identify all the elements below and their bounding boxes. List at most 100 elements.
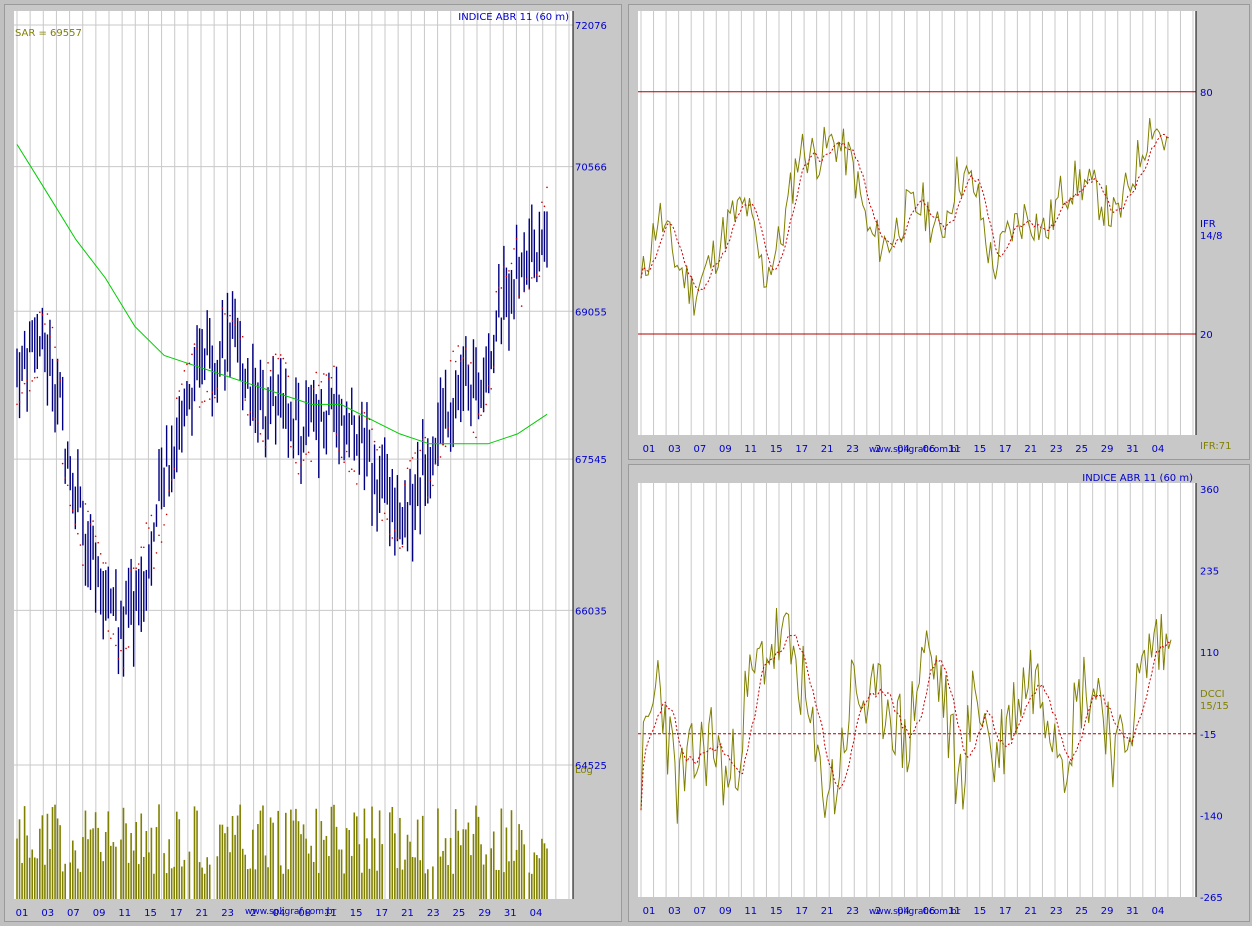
- dcci-title: INDICE ABR 11 (60 m): [1082, 473, 1193, 484]
- x-tick-label: 11: [948, 906, 961, 917]
- sar-dot: [449, 359, 452, 362]
- sar-dot: [434, 463, 437, 465]
- sar-dot: [178, 390, 181, 392]
- sar-dot: [520, 305, 523, 307]
- sar-dot: [366, 417, 368, 419]
- sar-dot: [287, 375, 290, 378]
- sar-dot: [203, 400, 206, 403]
- sar-dot: [82, 564, 84, 566]
- sar-dot: [373, 440, 376, 443]
- sar-dot: [224, 313, 226, 315]
- x-tick-label: 21: [1024, 906, 1037, 917]
- ifr-panel: 80 20 01 03 07 09 11 15 17 21 23 2 04 06 11 15 17 21 23 25…: [628, 4, 1250, 460]
- sar-dot: [343, 461, 345, 464]
- sar-dot: [345, 450, 348, 453]
- x-tick-label: 01: [16, 908, 29, 919]
- sar-dot: [297, 472, 300, 475]
- x-tick-label: 31: [1126, 444, 1139, 455]
- sar-dot: [115, 644, 117, 647]
- sar-dot: [513, 248, 515, 250]
- sar-dot: [399, 547, 401, 549]
- x-tick-label: 15: [973, 444, 986, 455]
- sar-dot: [148, 527, 150, 529]
- sar-dot: [371, 428, 373, 430]
- sar-dot: [290, 445, 292, 448]
- sar-dot: [409, 459, 411, 462]
- dcci-grid: [640, 483, 1194, 897]
- sar-dot: [16, 403, 18, 406]
- dcci-label: DCCI: [1200, 689, 1225, 700]
- sar-dot: [18, 401, 21, 403]
- sar-dot: [41, 314, 44, 316]
- sar-dot: [295, 461, 297, 464]
- sar-dot: [26, 379, 28, 382]
- x-tick-label: 2: [250, 908, 256, 919]
- sar-dot: [188, 362, 191, 365]
- y-tick-label: 70566: [575, 163, 607, 174]
- ifr-signal-line: [640, 133, 1170, 292]
- x-tick-label: 15: [770, 906, 783, 917]
- sar-dot: [102, 562, 105, 564]
- sar-dot: [137, 563, 140, 565]
- x-tick-label: 15: [770, 444, 783, 455]
- sar-dot: [234, 324, 236, 326]
- sar-dot: [125, 647, 127, 650]
- y-tick-label: 235: [1200, 567, 1219, 578]
- sar-dot: [54, 346, 56, 349]
- x-tick-label: 03: [41, 908, 54, 919]
- sar-dot: [472, 431, 475, 434]
- sar-dot: [335, 433, 338, 435]
- y-tick-label: 69055: [575, 307, 607, 318]
- x-tick-label: 04: [1152, 444, 1165, 455]
- x-tick-label: 11: [744, 444, 757, 455]
- x-tick-label: 04: [897, 444, 910, 455]
- x-tick-label: 17: [999, 444, 1012, 455]
- sar-dot: [120, 649, 122, 652]
- dcci-x-ticks: 01 03 07 09 11 15 17 21 23 2 04 06 11 15 17 21 23 25 29 31 0…: [643, 906, 1165, 917]
- watermark-dcci: www.spligraf.com.br: [869, 907, 961, 917]
- volume-bars: [16, 804, 548, 899]
- sar-dot: [206, 390, 208, 393]
- x-tick-label: 03: [668, 444, 681, 455]
- sar-dot: [77, 532, 79, 535]
- sar-dot: [437, 458, 439, 461]
- x-tick-label: 25: [1075, 906, 1088, 917]
- sar-dot: [272, 356, 274, 358]
- x-tick-label: 01: [643, 444, 656, 455]
- sar-dot: [110, 637, 112, 640]
- sar-dot: [454, 360, 457, 363]
- dcci-chart: 360 235 110 -15 -140 -265 01 03 07 09 11 15 17 21 23 2…: [638, 473, 1229, 917]
- sar-dot: [269, 369, 272, 372]
- sar-dot: [104, 562, 107, 564]
- x-tick-label: 04: [530, 908, 543, 919]
- x-tick-label: 11: [744, 906, 757, 917]
- sar-dot: [508, 270, 510, 272]
- price-chart: 72076 70566 69055 67545 66035 64525 01 03 07 09 1…: [14, 11, 607, 919]
- sar-dot: [523, 290, 525, 293]
- sar-dot: [543, 205, 546, 208]
- x-tick-label: 17: [795, 906, 808, 917]
- sar-dot: [404, 483, 406, 486]
- sar-dot: [252, 416, 254, 419]
- sar-dot: [99, 553, 102, 555]
- sar-dot: [465, 347, 467, 350]
- sar-dot: [470, 362, 472, 364]
- sar-dot: [89, 523, 92, 525]
- sar-dot: [500, 287, 503, 289]
- watermark-price: www.spligraf.com.br: [245, 907, 337, 917]
- sar-dot: [87, 510, 89, 513]
- sar-dot: [498, 286, 500, 289]
- sar-dot: [518, 295, 520, 298]
- y-tick-label: -265: [1200, 893, 1223, 904]
- sar-dot: [49, 335, 51, 338]
- x-tick-label: 06: [923, 906, 936, 917]
- sar-dot: [388, 533, 391, 536]
- sar-dot: [71, 509, 74, 512]
- scale-label: Log: [575, 765, 593, 776]
- sar-dot: [168, 489, 170, 492]
- sar-dot: [432, 484, 434, 487]
- sar-dot: [201, 401, 203, 403]
- sar-dot: [181, 383, 183, 385]
- sar-dot: [33, 376, 36, 379]
- ifr-value-label: IFR:71: [1200, 441, 1231, 452]
